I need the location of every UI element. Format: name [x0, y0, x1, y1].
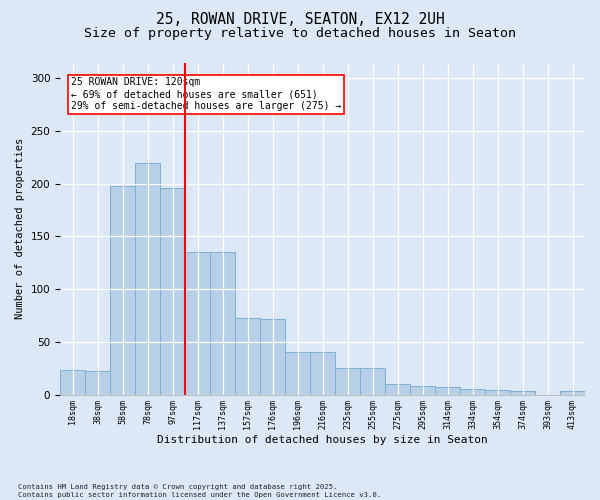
Bar — [210, 252, 235, 394]
Bar — [510, 392, 535, 394]
Text: 25 ROWAN DRIVE: 120sqm
← 69% of detached houses are smaller (651)
29% of semi-de: 25 ROWAN DRIVE: 120sqm ← 69% of detached… — [71, 78, 341, 110]
Bar — [85, 372, 110, 394]
Bar — [360, 368, 385, 394]
Bar — [435, 387, 460, 394]
Bar — [135, 162, 160, 394]
Bar — [485, 390, 510, 394]
Bar — [335, 368, 360, 394]
Bar — [310, 352, 335, 395]
X-axis label: Distribution of detached houses by size in Seaton: Distribution of detached houses by size … — [157, 435, 488, 445]
Bar — [110, 186, 135, 394]
Bar — [260, 318, 285, 394]
Bar — [560, 392, 585, 394]
Bar — [60, 370, 85, 394]
Y-axis label: Number of detached properties: Number of detached properties — [15, 138, 25, 319]
Bar — [235, 318, 260, 394]
Bar — [460, 390, 485, 394]
Bar — [385, 384, 410, 394]
Bar — [160, 188, 185, 394]
Bar — [185, 252, 210, 394]
Text: Contains HM Land Registry data © Crown copyright and database right 2025.
Contai: Contains HM Land Registry data © Crown c… — [18, 484, 381, 498]
Text: Size of property relative to detached houses in Seaton: Size of property relative to detached ho… — [84, 28, 516, 40]
Bar — [410, 386, 435, 394]
Bar — [285, 352, 310, 395]
Text: 25, ROWAN DRIVE, SEATON, EX12 2UH: 25, ROWAN DRIVE, SEATON, EX12 2UH — [155, 12, 445, 28]
